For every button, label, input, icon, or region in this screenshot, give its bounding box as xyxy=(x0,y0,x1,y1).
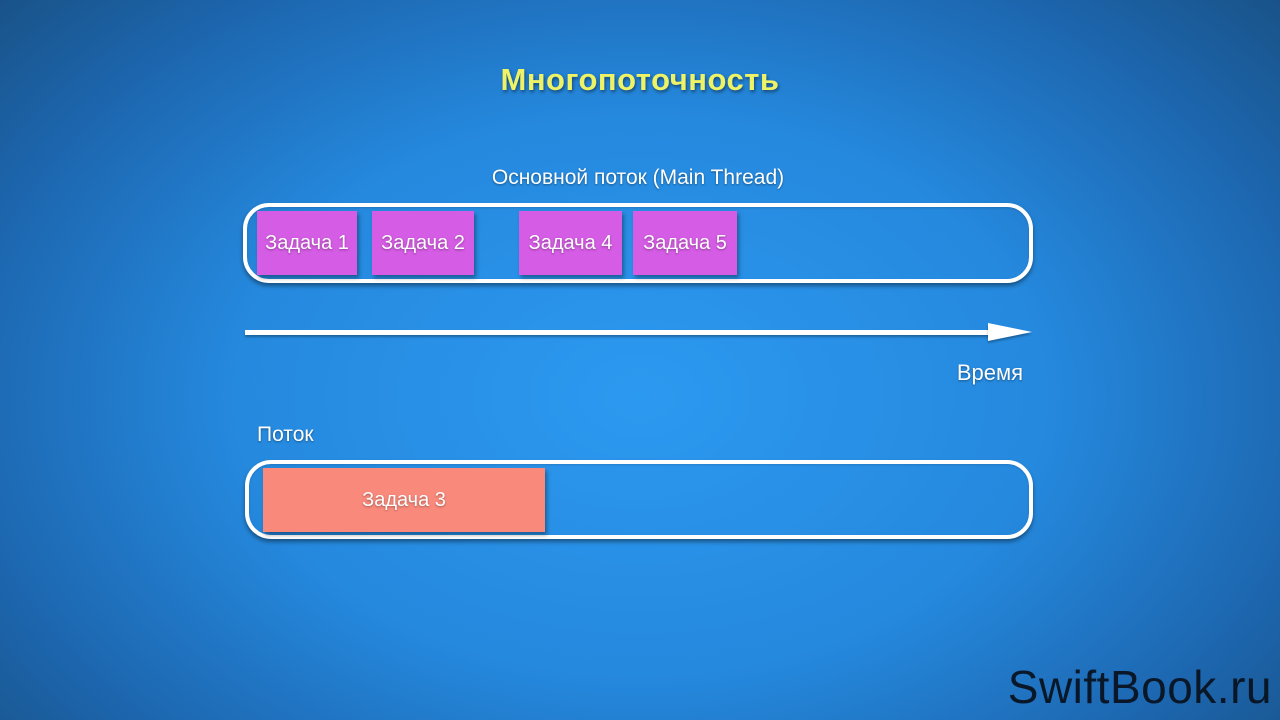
arrow-shaft xyxy=(245,330,994,335)
arrow-head-icon xyxy=(988,323,1032,341)
worker-thread-label: Поток xyxy=(257,423,314,446)
task-box-2: Задача 2 xyxy=(372,211,474,275)
task-box-4: Задача 4 xyxy=(519,211,622,275)
task-box-5: Задача 5 xyxy=(633,211,737,275)
watermark: SwiftBook.ru xyxy=(1007,661,1272,713)
main-thread-label: Основной поток (Main Thread) xyxy=(491,166,785,189)
timeline-label: Время xyxy=(956,360,1023,385)
page-title: Многопоточность xyxy=(500,62,780,97)
task-box-3: Задача 3 xyxy=(263,468,545,532)
timeline-arrow xyxy=(245,323,1032,341)
main-thread-container: Задача 1 Задача 2 Задача 4 Задача 5 xyxy=(243,203,1033,283)
worker-thread-container: Задача 3 xyxy=(245,460,1033,539)
task-box-1: Задача 1 xyxy=(257,211,357,275)
